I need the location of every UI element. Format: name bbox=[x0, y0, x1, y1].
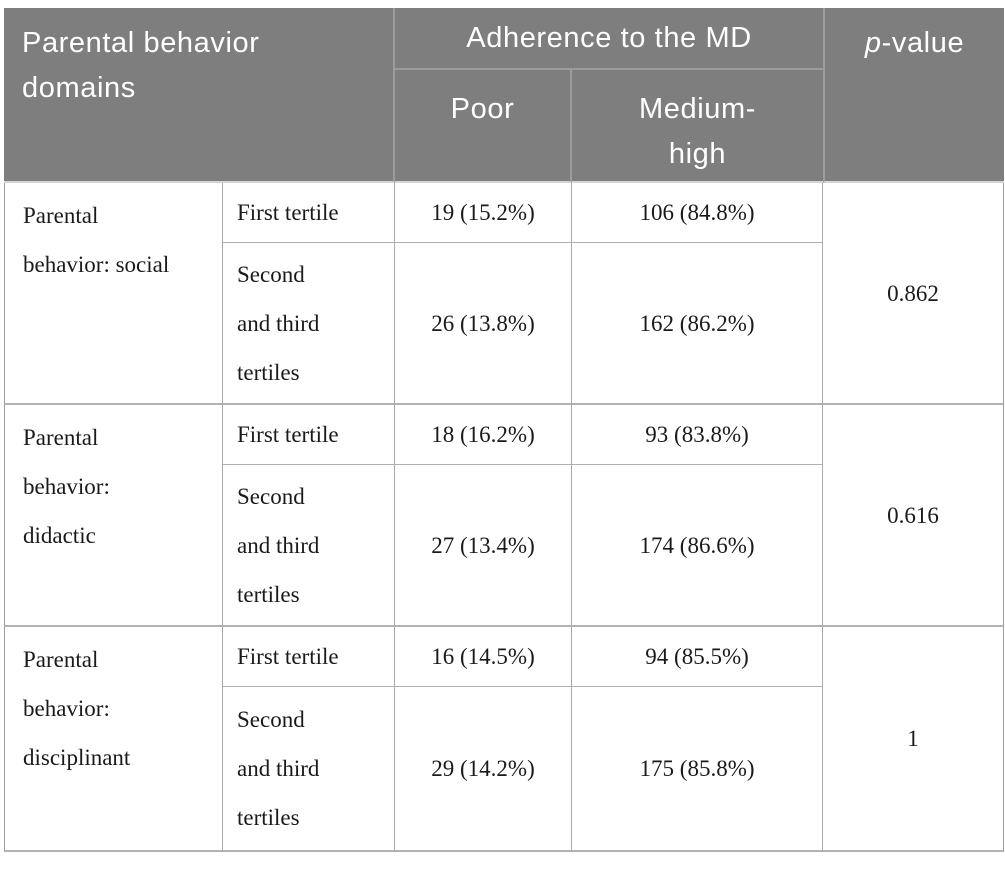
poor-value-cell: 29 (14.2%) bbox=[395, 687, 573, 852]
pvalue-p-italic: p bbox=[864, 27, 882, 59]
header-adherence: Adherence to the MD bbox=[395, 8, 824, 70]
poor-value-cell: 18 (16.2%) bbox=[395, 405, 573, 465]
medium-high-value-cell: 174 (86.6%) bbox=[572, 465, 824, 627]
table-row: Parental behavior: social First tertile … bbox=[4, 183, 1005, 405]
medium-high-value-cell: 94 (85.5%) bbox=[572, 627, 824, 687]
medium-high-value-cell: 106 (84.8%) bbox=[572, 183, 824, 243]
tertile-cell: First tertile bbox=[223, 627, 396, 687]
medium-high-value-cell: 175 (85.8%) bbox=[572, 687, 824, 852]
poor-value-cell: 27 (13.4%) bbox=[395, 465, 573, 627]
table-row: Second and third tertiles 27 (13.4%) 174… bbox=[4, 465, 1004, 627]
poor-value-cell: 19 (15.2%) bbox=[395, 183, 573, 243]
header-poor: Poor bbox=[395, 70, 573, 183]
tertile-cell: First tertile bbox=[223, 405, 396, 465]
tertile-cell: Second and third tertiles bbox=[223, 243, 396, 405]
medium-high-value-cell: 162 (86.2%) bbox=[572, 243, 824, 405]
domain-cell-disciplinant: Parental behavior: disciplinant bbox=[4, 627, 223, 852]
table-row: Second and third tertiles 26 (13.8%) 162… bbox=[4, 243, 1004, 405]
domain-cell-social: Parental behavior: social bbox=[4, 183, 223, 405]
table-row: Second and third tertiles 29 (14.2%) 175… bbox=[4, 687, 1004, 852]
table-row: Parental behavior: disciplinant First te… bbox=[4, 627, 1005, 852]
header-pvalue: p-value bbox=[823, 8, 1005, 183]
domain-cell-didactic: Parental behavior: didactic bbox=[4, 405, 223, 627]
p-value-cell: 0.862 bbox=[823, 183, 1005, 405]
p-value-cell: 1 bbox=[823, 627, 1005, 852]
tertile-cell: Second and third tertiles bbox=[223, 687, 396, 852]
header-domains: Parental behavior domains bbox=[4, 8, 396, 183]
p-value-cell: 0.616 bbox=[823, 405, 1005, 627]
table-header: Parental behavior domains Adherence to t… bbox=[4, 8, 1005, 183]
header-medium-high: Medium- high bbox=[572, 70, 824, 183]
header-row-top: Parental behavior domains Adherence to t… bbox=[4, 8, 1005, 183]
table-row: Parental behavior: didactic First tertil… bbox=[4, 405, 1005, 627]
medium-high-value-cell: 93 (83.8%) bbox=[572, 405, 824, 465]
tertile-cell: First tertile bbox=[223, 183, 396, 243]
header-row-sub: Poor Medium- high bbox=[4, 70, 1004, 183]
poor-value-cell: 26 (13.8%) bbox=[395, 243, 573, 405]
pvalue-rest: -value bbox=[881, 27, 965, 59]
table-body: Parental behavior: social First tertile … bbox=[4, 183, 1005, 852]
tertile-cell: Second and third tertiles bbox=[223, 465, 396, 627]
adherence-table: Parental behavior domains Adherence to t… bbox=[4, 8, 1005, 852]
poor-value-cell: 16 (14.5%) bbox=[395, 627, 573, 687]
